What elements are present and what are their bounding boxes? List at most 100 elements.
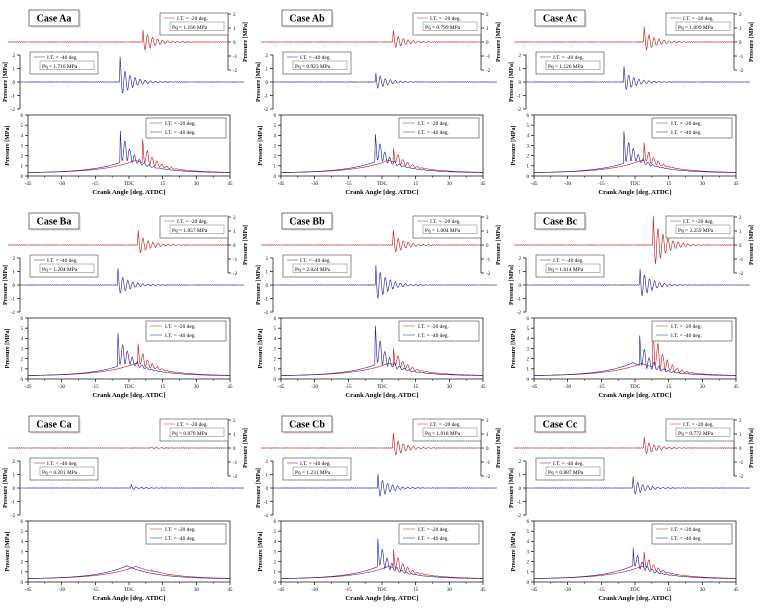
bottom-legend-box: [398, 523, 480, 545]
red-tick-label: -2: [486, 272, 491, 277]
blue-y-axis-title: Pressure [MPa]: [3, 62, 9, 102]
bottom-y-tick-label: 6: [21, 520, 24, 525]
blue-tick-label: -1: [517, 500, 522, 505]
bottom-y-tick-label: 0: [274, 378, 277, 383]
legend-entry: I.T. = -40 deg.: [47, 55, 78, 61]
bottom-y-tick-label: 3: [21, 144, 24, 149]
blue-y-axis-title: Pressure [MPa]: [509, 468, 515, 508]
blue-tick-label: 0: [519, 81, 522, 86]
bottom-y-tick-label: 2: [274, 560, 277, 565]
blue-tick-label: -1: [517, 297, 522, 302]
legend-inner-box: [292, 466, 348, 476]
bottom-x-tick-label: 30: [194, 385, 200, 390]
bottom-x-tick-label: -45: [25, 588, 32, 593]
bottom-y-axis-title: Pressure [MPa]: [258, 126, 264, 166]
blue-trace: [19, 268, 245, 294]
red-trace: [260, 30, 481, 48]
red-trace: [513, 437, 734, 455]
bottom-x-axis-title: Crank Angle [deg. ATDC]: [345, 189, 418, 196]
red-tick-label: 0: [486, 244, 489, 249]
blue-tick-label: -2: [264, 311, 269, 316]
red-tick-label: -1: [233, 55, 238, 60]
red-tick-label: 0: [233, 41, 236, 46]
red-tick-label: 2: [486, 13, 489, 18]
bottom-x-tick-label: 30: [447, 385, 453, 390]
legend-entry: Pq = 1.160 MPa: [172, 25, 208, 31]
red-trace: [513, 216, 734, 265]
case-title-box: [534, 9, 586, 27]
red-tick-label: 1: [233, 433, 236, 438]
bottom-x-tick-label: -15: [92, 385, 99, 390]
bottom-y-tick-label: 1: [274, 368, 277, 373]
bottom-y-tick-label: 0: [527, 378, 530, 383]
blue-tick-label: -2: [517, 514, 522, 519]
bottom-legend-box: [145, 523, 227, 545]
bottom-y-axis-title: Pressure [MPa]: [511, 532, 517, 572]
bottom-y-tick-label: 4: [527, 540, 530, 545]
bottom-x-axis-title: Crank Angle [deg. ATDC]: [598, 189, 671, 196]
bottom-y-axis-title: Pressure [MPa]: [511, 126, 517, 166]
legend-inner-box: [545, 60, 601, 70]
case-title: Case Bc: [543, 217, 578, 228]
legend-inner-box: [39, 263, 95, 273]
legend-entry: I.T. = -40 deg.: [553, 55, 584, 61]
bottom-x-tick-label: 45: [734, 385, 740, 390]
panel-case-aa: Case Aa 2 1 0 -1 -2 Pressure [MPa] I.T. = -20 d…: [3, 9, 249, 196]
bottom-x-tick-label: 15: [666, 588, 672, 593]
red-tick-label: -1: [739, 55, 744, 60]
legend-entry: Pq = 1.018 MPa: [425, 431, 461, 437]
panel-case-ab: Case Ab 2 1 0 -1 -2 Pressure [MPa] I.T. = -20 d…: [256, 9, 502, 196]
legend-inner-box: [39, 466, 95, 476]
blue-tick-label: -1: [264, 297, 269, 302]
bottom-x-axis-title: Crank Angle [deg. ATDC]: [92, 595, 165, 602]
blue-tick-label: -2: [11, 108, 16, 113]
blue-trace: [525, 66, 751, 91]
bottom-legend-entry: I.T. = -20 deg.: [165, 121, 196, 127]
bottom-x-tick-label: -45: [278, 182, 285, 187]
bottom-x-tick-label: TDC: [630, 588, 641, 593]
bottom-y-tick-label: 2: [527, 154, 530, 159]
blue-tick-label: 0: [266, 81, 269, 86]
red-tick-label: 0: [233, 447, 236, 452]
red-tick-label: -1: [486, 55, 491, 60]
red-y-axis-title: Pressure [MPa]: [496, 225, 502, 265]
bottom-x-tick-label: 15: [413, 385, 419, 390]
blue-tick-label: 1: [266, 270, 269, 275]
bottom-x-axis-title: Crank Angle [deg. ATDC]: [598, 595, 671, 602]
bottom-x-tick-label: 30: [700, 385, 706, 390]
blue-tick-label: 1: [519, 67, 522, 72]
red-tick-label: 1: [233, 27, 236, 32]
bottom-x-tick-label: -45: [531, 385, 538, 390]
bottom-x-tick-label: TDC: [630, 385, 641, 390]
red-tick-label: 2: [233, 419, 236, 424]
case-title-box: [28, 415, 80, 433]
bottom-y-tick-label: 5: [274, 530, 277, 535]
red-tick-label: -2: [739, 69, 744, 74]
bottom-x-tick-label: 45: [481, 588, 487, 593]
bottom-y-tick-label: 3: [274, 144, 277, 149]
blue-tick-label: 2: [266, 460, 269, 465]
bottom-legend-entry: I.T. = -40 deg.: [418, 333, 449, 339]
blue-tick-label: -2: [264, 514, 269, 519]
bottom-legend-entry: I.T. = -20 deg.: [165, 324, 196, 330]
bottom-y-tick-label: 6: [274, 520, 277, 525]
bottom-blue-trace: [27, 565, 231, 579]
red-tick-label: 0: [486, 41, 489, 46]
bottom-legend-entry: I.T. = -40 deg.: [165, 130, 196, 136]
legend-entry: Pq = 1.716 MPa: [42, 64, 78, 70]
legend-entry: I.T. = -40 deg.: [553, 258, 584, 264]
blue-tick-label: -2: [11, 311, 16, 316]
bottom-y-tick-label: 4: [21, 540, 24, 545]
red-trace: [7, 30, 228, 52]
bottom-x-tick-label: -30: [58, 182, 65, 187]
blue-trace: [525, 268, 751, 297]
bottom-x-axis-title: Crank Angle [deg. ATDC]: [345, 595, 418, 602]
legend-entry: I.T. = -40 deg.: [300, 258, 331, 264]
blue-trace: [272, 73, 498, 89]
bottom-y-tick-label: 6: [527, 520, 530, 525]
bottom-y-tick-label: 0: [21, 175, 24, 180]
legend-entry: I.T. = -20 deg.: [430, 422, 461, 428]
bottom-red-trace: [280, 549, 484, 579]
bottom-x-tick-label: 30: [447, 182, 453, 187]
red-tick-label: -1: [233, 258, 238, 263]
